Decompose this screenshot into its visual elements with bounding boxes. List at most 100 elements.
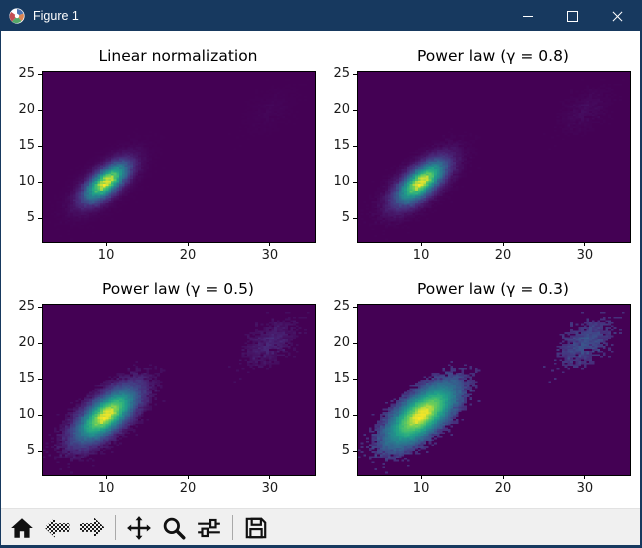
x-tick-mark bbox=[584, 475, 586, 479]
y-tick-mark bbox=[353, 73, 357, 75]
y-tick-mark bbox=[38, 217, 42, 219]
hist2d-canvas-gamma-0-8 bbox=[358, 72, 630, 242]
x-tick-mark bbox=[502, 242, 504, 246]
subplot-axes-gamma-0-8[interactable]: 10 20 30 5 10 15 20 25 bbox=[333, 66, 631, 263]
toolbar-separator bbox=[115, 515, 116, 540]
y-tick-label: 15 bbox=[18, 371, 35, 387]
pan-button[interactable] bbox=[125, 514, 153, 542]
window-controls bbox=[505, 1, 640, 31]
x-tick-label: 20 bbox=[494, 481, 512, 496]
y-tick-label: 10 bbox=[18, 174, 35, 190]
zoom-icon bbox=[163, 517, 186, 539]
y-tick-label: 10 bbox=[18, 407, 35, 423]
y-tick-label: 20 bbox=[333, 102, 350, 118]
x-tick-mark bbox=[105, 475, 107, 479]
close-button[interactable] bbox=[595, 1, 640, 31]
zoom-button[interactable] bbox=[160, 514, 188, 542]
window-titlebar[interactable]: Figure 1 bbox=[1, 1, 640, 31]
matplotlib-logo-icon bbox=[9, 8, 25, 24]
y-tick-mark bbox=[353, 181, 357, 183]
hist2d-canvas-gamma-0-5 bbox=[43, 305, 315, 475]
x-tick-label: 20 bbox=[179, 248, 197, 263]
pan-icon bbox=[127, 515, 151, 540]
navigation-toolbar bbox=[1, 508, 640, 545]
hist2d-canvas-gamma-0-3 bbox=[358, 305, 630, 475]
y-tick-label: 5 bbox=[26, 210, 35, 226]
x-tick-mark bbox=[187, 475, 189, 479]
subplot-title-gamma-0-8: Power law (γ = 0.8) bbox=[417, 47, 569, 65]
save-icon bbox=[245, 517, 267, 538]
forward-button[interactable] bbox=[78, 514, 106, 542]
x-tick-label: 20 bbox=[179, 481, 197, 496]
y-tick-mark bbox=[38, 414, 42, 416]
subplot-title-gamma-0-5: Power law (γ = 0.5) bbox=[102, 280, 254, 298]
y-tick-mark bbox=[38, 109, 42, 111]
subplot-title-linear: Linear normalization bbox=[98, 47, 258, 65]
figure-canvas[interactable]: Linear normalization Power law (γ = 0.8)… bbox=[1, 31, 640, 508]
x-tick-label: 30 bbox=[261, 248, 279, 263]
y-tick-mark bbox=[38, 306, 42, 308]
x-tick-mark bbox=[105, 242, 107, 246]
maximize-button[interactable] bbox=[550, 1, 595, 31]
y-tick-label: 10 bbox=[333, 174, 350, 190]
y-tick-label: 20 bbox=[18, 335, 35, 351]
window-title: Figure 1 bbox=[33, 9, 79, 23]
maximize-icon bbox=[567, 10, 578, 22]
hist2d-canvas-linear bbox=[43, 72, 315, 242]
y-tick-label: 25 bbox=[333, 66, 350, 82]
y-tick-mark bbox=[353, 450, 357, 452]
y-tick-label: 15 bbox=[333, 138, 350, 154]
configure-subplots-button[interactable] bbox=[195, 514, 223, 542]
x-tick-label: 10 bbox=[97, 481, 115, 496]
y-tick-label: 5 bbox=[26, 443, 35, 459]
y-tick-mark bbox=[38, 181, 42, 183]
configure-subplots-icon bbox=[198, 518, 220, 537]
toolbar-separator bbox=[232, 515, 233, 540]
y-tick-mark bbox=[353, 342, 357, 344]
x-tick-mark bbox=[420, 475, 422, 479]
y-tick-label: 20 bbox=[333, 335, 350, 351]
y-tick-mark bbox=[38, 378, 42, 380]
y-tick-mark bbox=[353, 109, 357, 111]
y-tick-label: 15 bbox=[18, 138, 35, 154]
y-tick-label: 5 bbox=[341, 210, 350, 226]
x-tick-label: 30 bbox=[261, 481, 279, 496]
y-tick-mark bbox=[353, 145, 357, 147]
back-button[interactable] bbox=[43, 514, 71, 542]
y-tick-mark bbox=[353, 217, 357, 219]
forward-arrow-icon bbox=[79, 517, 105, 538]
y-tick-label: 20 bbox=[18, 102, 35, 118]
y-tick-label: 25 bbox=[333, 299, 350, 315]
minimize-icon bbox=[522, 15, 533, 17]
save-button[interactable] bbox=[242, 514, 270, 542]
x-tick-label: 10 bbox=[412, 481, 430, 496]
y-tick-mark bbox=[38, 73, 42, 75]
x-tick-label: 10 bbox=[97, 248, 115, 263]
y-tick-label: 10 bbox=[333, 407, 350, 423]
minimize-button[interactable] bbox=[505, 1, 550, 31]
x-tick-label: 30 bbox=[576, 248, 594, 263]
home-icon bbox=[11, 517, 33, 538]
x-tick-mark bbox=[502, 475, 504, 479]
y-tick-mark bbox=[38, 145, 42, 147]
y-tick-mark bbox=[38, 450, 42, 452]
x-tick-mark bbox=[584, 242, 586, 246]
subplot-axes-linear[interactable]: 10 20 30 5 10 15 20 25 bbox=[18, 66, 316, 263]
y-tick-label: 25 bbox=[18, 299, 35, 315]
x-tick-mark bbox=[269, 242, 271, 246]
subplot-title-gamma-0-3: Power law (γ = 0.3) bbox=[417, 280, 569, 298]
x-tick-mark bbox=[187, 242, 189, 246]
y-tick-mark bbox=[353, 306, 357, 308]
y-tick-mark bbox=[38, 342, 42, 344]
x-tick-mark bbox=[269, 475, 271, 479]
y-tick-mark bbox=[353, 414, 357, 416]
subplot-axes-gamma-0-5[interactable]: 10 20 30 5 10 15 20 25 bbox=[18, 299, 316, 496]
subplot-axes-gamma-0-3[interactable]: 10 20 30 5 10 15 20 25 bbox=[333, 299, 631, 496]
y-tick-label: 25 bbox=[18, 66, 35, 82]
x-tick-label: 20 bbox=[494, 248, 512, 263]
x-tick-label: 10 bbox=[412, 248, 430, 263]
home-button[interactable] bbox=[8, 514, 36, 542]
back-arrow-icon bbox=[44, 517, 70, 538]
y-tick-mark bbox=[353, 378, 357, 380]
